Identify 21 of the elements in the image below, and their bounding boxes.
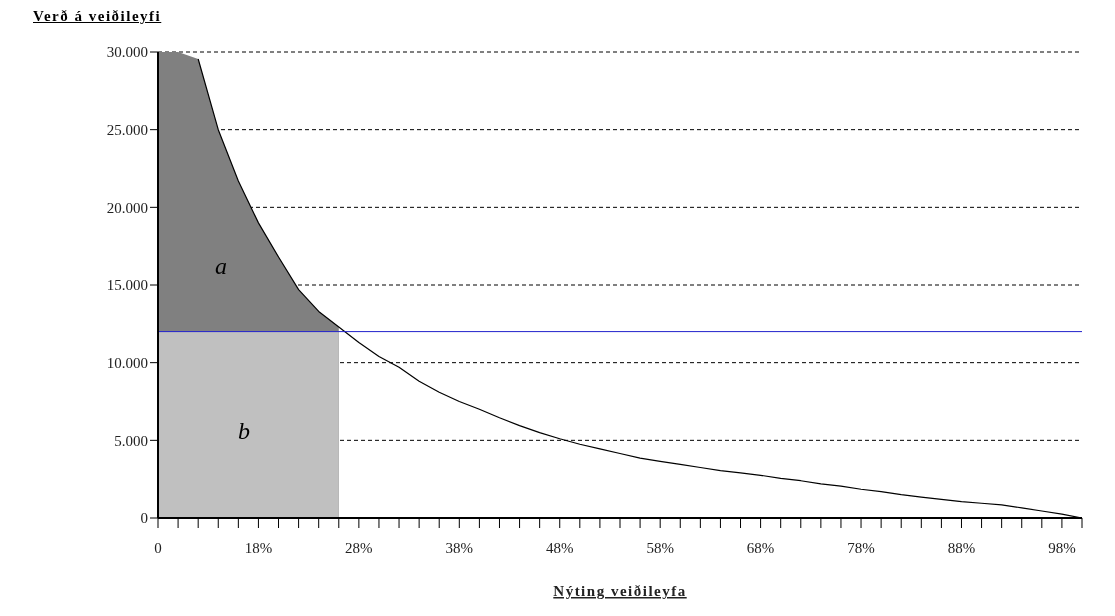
x-tick-label: 0 <box>154 539 162 556</box>
y-tick-label: 20.000 <box>106 199 148 216</box>
x-tick-label: 38% <box>445 539 474 556</box>
x-tick-label: 28% <box>345 539 373 556</box>
x-tick-label: 98% <box>1048 539 1076 556</box>
annotation: b <box>238 418 250 444</box>
y-tick-label: 25.000 <box>106 121 148 138</box>
x-axis-title: Nýting veiðileyfa <box>553 583 687 599</box>
annotation: a <box>215 253 227 279</box>
y-tick-label: 10.000 <box>106 354 148 371</box>
y-axis-title: Verð á veiðileyfi <box>33 8 162 25</box>
y-tick-label: 30.000 <box>106 44 148 61</box>
x-tick-label: 18% <box>244 539 273 556</box>
x-tick-label: 48% <box>545 539 574 556</box>
y-tick-label: 5.000 <box>114 432 148 449</box>
y-tick-label: 15.000 <box>106 277 148 294</box>
y-tick-label: 0 <box>140 510 148 527</box>
x-tick-label: 78% <box>847 539 875 556</box>
x-tick-label: 58% <box>646 539 674 556</box>
x-tick-label: 88% <box>947 539 976 556</box>
x-tick-label: 68% <box>746 539 775 556</box>
